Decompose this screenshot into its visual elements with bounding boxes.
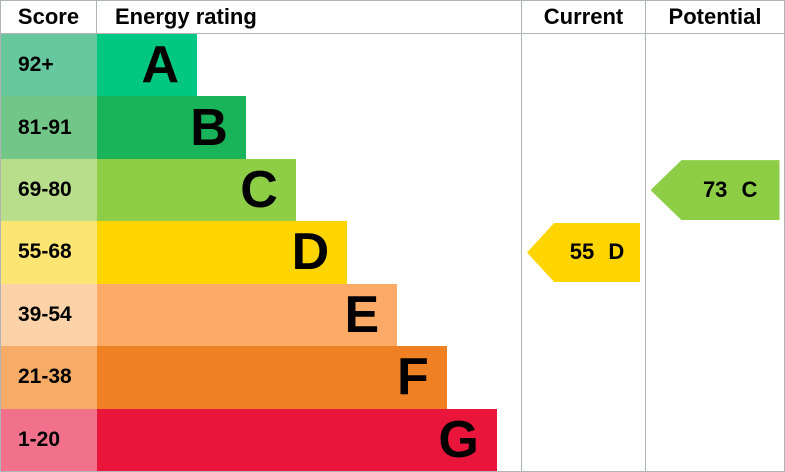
score-range-b: 81-91 <box>1 96 97 159</box>
band-bar-a: A <box>97 34 198 97</box>
potential-cell-a <box>646 34 784 96</box>
score-range-e: 39-54 <box>1 283 97 347</box>
score-range-c: 69-80 <box>1 158 97 222</box>
band-row-e: E <box>97 283 522 347</box>
band-bar-f: F <box>97 346 447 409</box>
current-cell-g <box>522 408 646 471</box>
score-range-a: 92+ <box>1 34 97 97</box>
band-row-d: D <box>97 221 522 284</box>
potential-cell-d <box>646 221 784 283</box>
potential-cell-b <box>646 96 784 158</box>
score-range-g: 1-20 <box>1 408 97 471</box>
current-cell-c <box>522 158 646 222</box>
band-bar-g: G <box>97 408 497 471</box>
band-bar-c: C <box>97 158 296 222</box>
potential-rating-arrow: 73 C <box>650 160 780 221</box>
band-letter-a: A <box>141 36 180 95</box>
band-letter-g: G <box>438 410 479 469</box>
band-row-a: A <box>97 34 522 97</box>
header-energy-rating: Energy rating <box>97 1 522 34</box>
band-letter-f: F <box>397 348 429 407</box>
band-bar-d: D <box>97 221 348 284</box>
score-range-f: 21-38 <box>1 346 97 409</box>
header-score: Score <box>1 1 97 34</box>
current-cell-b <box>522 96 646 159</box>
current-cell-f <box>522 346 646 409</box>
potential-cell-c: 73 C <box>646 159 784 221</box>
band-bar-e: E <box>97 283 398 347</box>
band-letter-d: D <box>291 223 330 282</box>
score-range-d: 55-68 <box>1 221 97 284</box>
band-row-c: C <box>97 158 522 222</box>
band-letter-c: C <box>240 161 278 220</box>
potential-cell-g <box>646 409 784 471</box>
band-letter-e: E <box>344 285 380 344</box>
band-row-f: F <box>97 346 522 409</box>
band-bar-b: B <box>97 96 246 159</box>
potential-cell-e <box>646 284 784 346</box>
band-row-g: G <box>97 408 522 471</box>
current-cell-a <box>522 34 646 97</box>
band-row-b: B <box>97 96 522 159</box>
current-cell-d: 55 D <box>522 221 646 284</box>
current-rating-arrow: 55 D <box>527 222 640 282</box>
header-current: Current <box>522 1 646 34</box>
band-letter-b: B <box>190 98 228 157</box>
current-cell-e <box>522 283 646 347</box>
header-potential: Potential <box>646 1 784 34</box>
potential-cell-f <box>646 346 784 408</box>
